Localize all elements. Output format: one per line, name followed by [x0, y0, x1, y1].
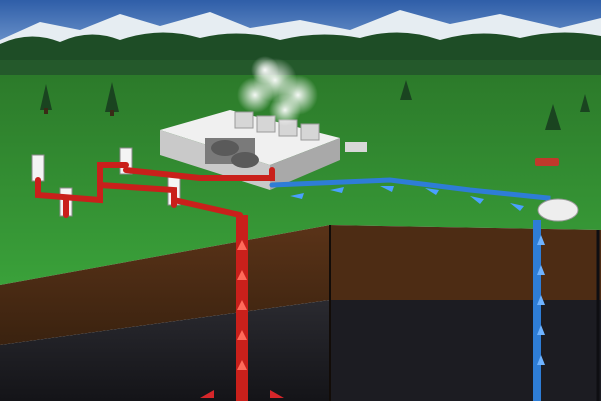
steam-plume	[237, 56, 318, 126]
trees	[40, 80, 590, 130]
cold-flow-arrows	[290, 186, 524, 211]
reservoir-arrows	[200, 390, 284, 398]
rock-layer-right	[330, 300, 601, 401]
hot-flow-arrows	[237, 240, 247, 370]
vehicle	[535, 158, 559, 166]
injection-flow-arrows	[537, 235, 545, 365]
outbuilding	[345, 142, 367, 152]
injection-wellhead	[537, 198, 579, 222]
grass-field	[0, 75, 601, 285]
injection-well	[533, 220, 541, 401]
hot-pipeline-network	[35, 162, 275, 218]
soil-layer-right	[330, 225, 601, 300]
